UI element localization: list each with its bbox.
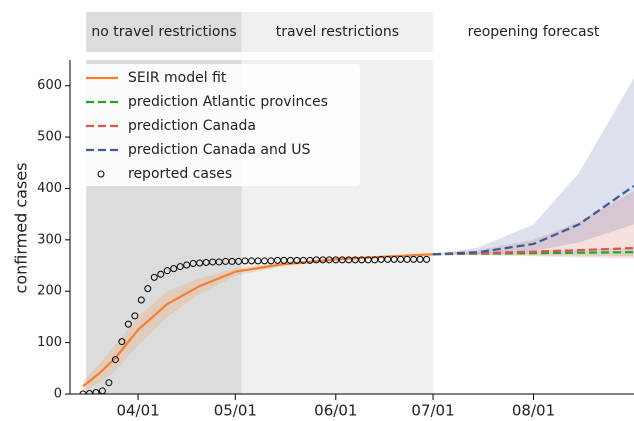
- series-line: [432, 184, 634, 256]
- legend-label: reported cases: [128, 166, 232, 182]
- data-point: [118, 338, 126, 346]
- data-point: [189, 259, 197, 267]
- y-tick-label: 200: [37, 284, 62, 299]
- region-label: travel restrictions: [276, 24, 399, 40]
- y-tick-label: 0: [54, 387, 62, 402]
- data-point: [267, 257, 275, 265]
- data-point: [423, 255, 431, 263]
- y-tick-label: 500: [37, 130, 62, 145]
- data-point: [150, 273, 158, 281]
- legend: SEIR model fit prediction Atlantic provin…: [78, 64, 360, 186]
- series-line: [82, 253, 434, 388]
- region-header: [241, 12, 434, 52]
- data-point: [371, 256, 379, 264]
- data-point: [124, 320, 132, 328]
- data-point: [176, 263, 184, 271]
- data-point: [306, 256, 314, 264]
- data-point: [183, 261, 191, 269]
- region-header: [433, 12, 634, 52]
- data-point: [170, 265, 178, 273]
- data-point: [85, 389, 93, 394]
- legend-label: prediction Canada: [128, 118, 256, 134]
- x-tick-label: 06/01: [314, 402, 357, 420]
- y-axis-label: confirmed cases: [12, 163, 31, 294]
- confidence-band: [433, 191, 634, 259]
- y-tick-label: 100: [37, 335, 62, 350]
- region-header: [86, 12, 242, 52]
- legend-label: prediction Canada and US: [128, 142, 310, 158]
- data-point: [157, 270, 165, 278]
- data-point: [79, 390, 87, 394]
- plot-area: [79, 77, 634, 394]
- data-point: [196, 259, 204, 267]
- data-point: [92, 388, 100, 394]
- data-point: [144, 285, 152, 293]
- data-point: [105, 379, 113, 387]
- y-tick-label: 400: [37, 181, 62, 196]
- region-label: no travel restrictions: [91, 24, 236, 40]
- data-point: [131, 312, 139, 320]
- legend-label: SEIR model fit: [128, 70, 227, 86]
- legend-marker: [97, 170, 105, 178]
- data-point: [235, 257, 243, 265]
- data-point: [111, 356, 119, 364]
- legend-label: prediction Atlantic provinces: [128, 94, 328, 110]
- region-shade: [433, 60, 634, 394]
- confidence-band: [82, 253, 434, 392]
- x-tick-label: 04/01: [116, 402, 159, 420]
- data-point: [202, 258, 210, 266]
- y-tick-label: 600: [37, 78, 62, 93]
- data-point: [163, 267, 171, 275]
- x-tick-label: 08/01: [512, 402, 555, 420]
- x-tick-label: 07/01: [411, 402, 454, 420]
- x-tick-label: 05/01: [214, 402, 257, 420]
- legend-box: [78, 64, 360, 186]
- region-label: reopening forecast: [468, 24, 600, 40]
- y-tick-label: 300: [37, 232, 62, 247]
- confidence-band: [433, 77, 634, 255]
- data-point: [137, 296, 145, 304]
- data-point: [215, 258, 223, 266]
